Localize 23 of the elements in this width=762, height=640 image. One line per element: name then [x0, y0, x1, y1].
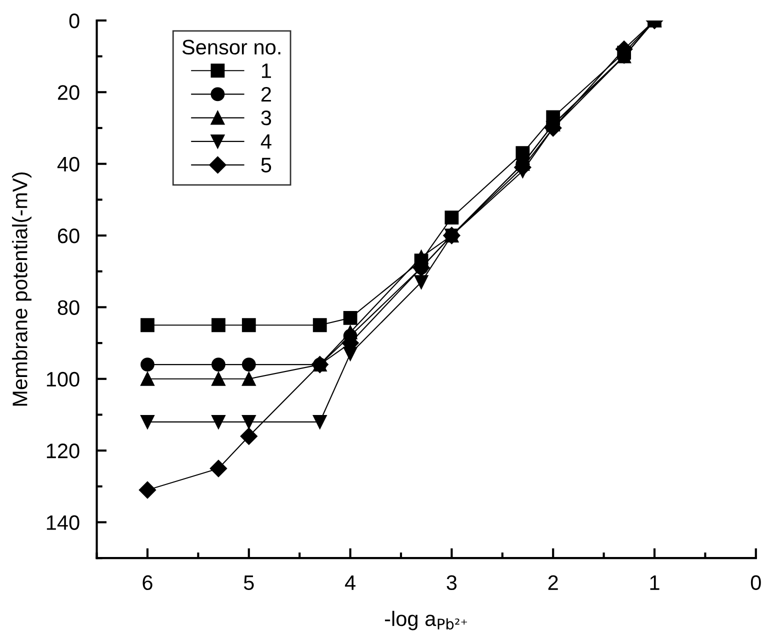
x-tick-label: 3 [446, 575, 457, 590]
y-tick-label: 100 [46, 372, 80, 387]
y-tick-label: 0 [69, 13, 80, 28]
x-tick-label: 0 [750, 575, 761, 590]
x-tick-label: 2 [548, 575, 558, 590]
y-tick-label: 80 [58, 300, 80, 315]
legend-label: 5 [261, 158, 272, 172]
y-tick-label: 40 [57, 156, 80, 172]
legend-label: 2 [261, 86, 271, 102]
legend-title: Sensor no. [182, 40, 280, 55]
x-tick-label: 5 [244, 576, 254, 590]
y-tick-label: 60 [58, 228, 80, 244]
y-tick-label: 140 [46, 515, 80, 530]
legend-label: 1 [262, 64, 271, 78]
legend-label: 4 [260, 134, 272, 149]
x-tick-label: 6 [142, 575, 152, 590]
x-tick-label: 4 [344, 576, 356, 590]
y-tick-label: 120 [46, 444, 80, 458]
y-axis-title: Membrane potential(-mV) [12, 172, 32, 406]
legend-label: 3 [261, 110, 272, 126]
x-tick-label: 1 [650, 576, 660, 590]
x-axis-title: -log a$_{Pb²⁺}$ [384, 610, 467, 630]
y-tick-label: 20 [58, 85, 80, 100]
